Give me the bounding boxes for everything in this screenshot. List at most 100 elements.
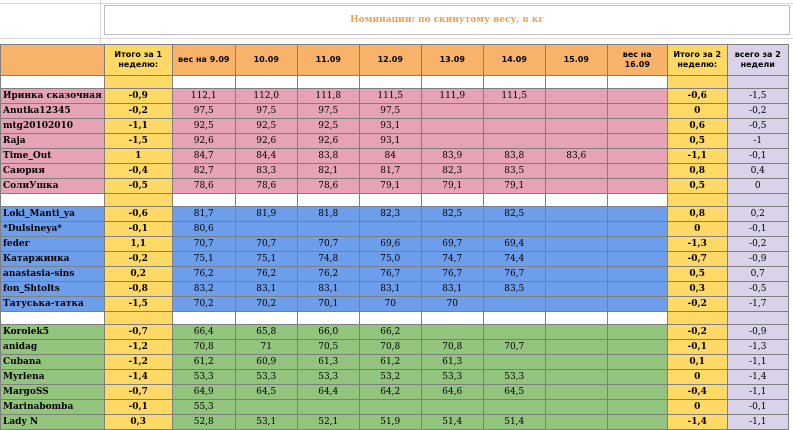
week2-total[interactable]: 0,3: [666, 281, 728, 297]
week1-total[interactable]: -0,2: [103, 251, 173, 267]
empty-cell[interactable]: [482, 311, 546, 325]
week1-total[interactable]: -0,4: [103, 163, 173, 179]
empty-cell[interactable]: [103, 75, 173, 89]
two-week-total[interactable]: 0,2: [726, 206, 789, 222]
daily-weight[interactable]: 64,5: [234, 384, 298, 400]
column-header[interactable]: Итого за 2 неделю:: [666, 44, 728, 76]
column-header[interactable]: вес на 16.09: [606, 44, 668, 76]
empty-cell[interactable]: [606, 75, 668, 89]
daily-weight[interactable]: 83,1: [234, 281, 298, 297]
two-week-total[interactable]: -1,7: [726, 296, 789, 312]
daily-weight[interactable]: 83,8: [296, 148, 360, 164]
daily-weight[interactable]: [606, 118, 668, 134]
week2-total[interactable]: 0,8: [666, 163, 728, 179]
week1-total[interactable]: -0,8: [103, 281, 173, 297]
two-week-total[interactable]: 0: [726, 178, 789, 194]
daily-weight[interactable]: [544, 118, 608, 134]
daily-weight[interactable]: 61,2: [358, 354, 422, 370]
week2-total[interactable]: -1,1: [666, 148, 728, 164]
empty-cell[interactable]: [103, 193, 173, 207]
participant-name[interactable]: Loki_Manti_ya: [0, 206, 105, 222]
daily-weight[interactable]: 83,6: [544, 148, 608, 164]
participant-name[interactable]: Raja: [0, 133, 105, 149]
daily-weight[interactable]: 83,5: [482, 163, 546, 179]
daily-weight[interactable]: 82,5: [420, 206, 484, 222]
daily-weight[interactable]: 74,7: [420, 251, 484, 267]
column-header[interactable]: Итого за 1 неделю:: [103, 44, 173, 76]
week2-total[interactable]: -1,4: [666, 414, 728, 430]
daily-weight[interactable]: 81,7: [358, 163, 422, 179]
week2-total[interactable]: 0,5: [666, 178, 728, 194]
start-weight[interactable]: 53,3: [171, 369, 236, 385]
column-header[interactable]: 13.09: [420, 44, 484, 76]
daily-weight[interactable]: [234, 399, 298, 415]
week2-total[interactable]: -0,6: [666, 88, 728, 104]
two-week-total[interactable]: -1,1: [726, 384, 789, 400]
daily-weight[interactable]: 53,1: [234, 414, 298, 430]
daily-weight[interactable]: [606, 178, 668, 194]
daily-weight[interactable]: 97,5: [296, 103, 360, 119]
week1-total[interactable]: -0,2: [103, 103, 173, 119]
daily-weight[interactable]: [606, 133, 668, 149]
empty-cell[interactable]: [0, 193, 105, 207]
daily-weight[interactable]: [606, 266, 668, 282]
daily-weight[interactable]: 76,7: [482, 266, 546, 282]
week1-total[interactable]: -1,4: [103, 369, 173, 385]
start-weight[interactable]: 97,5: [171, 103, 236, 119]
start-weight[interactable]: 64,9: [171, 384, 236, 400]
two-week-total[interactable]: -0,9: [726, 324, 789, 340]
empty-cell[interactable]: [296, 75, 360, 89]
daily-weight[interactable]: 70,7: [482, 339, 546, 355]
daily-weight[interactable]: [606, 384, 668, 400]
column-header[interactable]: всего за 2 недели: [726, 44, 789, 76]
empty-cell[interactable]: [296, 311, 360, 325]
week1-total[interactable]: -0,7: [103, 384, 173, 400]
daily-weight[interactable]: 70,8: [420, 339, 484, 355]
empty-cell[interactable]: [0, 75, 105, 89]
daily-weight[interactable]: 83,8: [482, 148, 546, 164]
empty-cell[interactable]: [234, 193, 298, 207]
daily-weight[interactable]: 51,9: [358, 414, 422, 430]
daily-weight[interactable]: [296, 399, 360, 415]
daily-weight[interactable]: 66,0: [296, 324, 360, 340]
daily-weight[interactable]: 84,4: [234, 148, 298, 164]
participant-name[interactable]: Саюрия: [0, 163, 105, 179]
daily-weight[interactable]: [544, 296, 608, 312]
daily-weight[interactable]: 93,1: [358, 118, 422, 134]
daily-weight[interactable]: [544, 236, 608, 252]
daily-weight[interactable]: 76,7: [358, 266, 422, 282]
daily-weight[interactable]: [606, 88, 668, 104]
participant-name[interactable]: anidag: [0, 339, 105, 355]
week1-total[interactable]: 0,3: [103, 414, 173, 430]
participant-name[interactable]: anastasia-sins: [0, 266, 105, 282]
daily-weight[interactable]: [358, 221, 422, 237]
daily-weight[interactable]: 70,7: [296, 236, 360, 252]
daily-weight[interactable]: 92,6: [234, 133, 298, 149]
two-week-total[interactable]: -1: [726, 133, 789, 149]
daily-weight[interactable]: 83,1: [296, 281, 360, 297]
daily-weight[interactable]: 93,1: [358, 133, 422, 149]
daily-weight[interactable]: 76,7: [420, 266, 484, 282]
week1-total[interactable]: 1,1: [103, 236, 173, 252]
daily-weight[interactable]: 82,1: [296, 163, 360, 179]
daily-weight[interactable]: 64,4: [296, 384, 360, 400]
daily-weight[interactable]: [544, 206, 608, 222]
daily-weight[interactable]: 70,8: [358, 339, 422, 355]
daily-weight[interactable]: [482, 324, 546, 340]
daily-weight[interactable]: 83,5: [482, 281, 546, 297]
participant-name[interactable]: *Dulsineya*: [0, 221, 105, 237]
empty-cell[interactable]: [666, 193, 728, 207]
daily-weight[interactable]: [420, 399, 484, 415]
participant-name[interactable]: Катаржинка: [0, 251, 105, 267]
week1-total[interactable]: -1,5: [103, 133, 173, 149]
week2-total[interactable]: 0,8: [666, 206, 728, 222]
column-header[interactable]: [0, 44, 105, 76]
daily-weight[interactable]: 83,1: [420, 281, 484, 297]
daily-weight[interactable]: [544, 414, 608, 430]
daily-weight[interactable]: 83,1: [358, 281, 422, 297]
daily-weight[interactable]: [544, 103, 608, 119]
empty-cell[interactable]: [420, 75, 484, 89]
two-week-total[interactable]: 0,7: [726, 266, 789, 282]
start-weight[interactable]: 70,2: [171, 296, 236, 312]
daily-weight[interactable]: [420, 103, 484, 119]
